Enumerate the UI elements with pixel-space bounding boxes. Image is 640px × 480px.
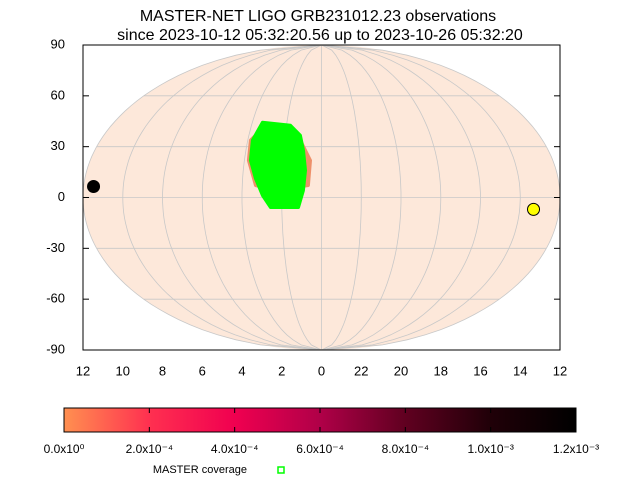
x-tick-label: 6: [199, 363, 206, 378]
chart-title: MASTER-NET LIGO GRB231012.23 observation…: [140, 8, 496, 25]
legend-swatch: [277, 466, 285, 474]
marker: [87, 179, 101, 193]
y-tick-label: -30: [46, 240, 65, 255]
marker: [527, 202, 541, 216]
x-tick-label: 12: [76, 363, 90, 378]
colorbar-tick-label: 2.0x10⁻⁴: [126, 442, 174, 456]
colorbar-tick-label: 4.0x10⁻⁴: [211, 442, 259, 456]
x-tick-label: 12: [553, 363, 567, 378]
x-tick-label: 0: [318, 363, 325, 378]
colorbar-tick-label: 0.0x10⁰: [44, 442, 85, 456]
y-tick-label: 60: [51, 87, 65, 102]
colorbar-tick-label: 8.0x10⁻⁴: [382, 442, 430, 456]
x-tick-label: 2: [278, 363, 285, 378]
x-tick-label: 18: [434, 363, 448, 378]
y-tick-label: -60: [46, 291, 65, 306]
legend-label: MASTER coverage: [153, 464, 247, 476]
x-tick-label: 10: [116, 363, 130, 378]
x-tick-label: 8: [159, 363, 166, 378]
x-tick-label: 20: [394, 363, 408, 378]
colorbar-tick-label: 1.2x10⁻³: [553, 442, 599, 456]
colorbar-tick-label: 1.0x10⁻³: [467, 442, 513, 456]
x-tick-label: 14: [513, 363, 527, 378]
y-tick-label: -90: [46, 341, 65, 356]
y-tick-label: 0: [58, 189, 65, 204]
y-tick-label: 90: [51, 36, 65, 51]
colorbar-tick-label: 6.0x10⁻⁴: [296, 442, 344, 456]
chart-subtitle: since 2023-10-12 05:32:20.56 up to 2023-…: [117, 27, 523, 44]
y-tick-label: 30: [51, 138, 65, 153]
coverage: [248, 120, 307, 209]
x-tick-label: 4: [238, 363, 245, 378]
x-tick-label: 22: [354, 363, 368, 378]
x-tick-label: 16: [473, 363, 487, 378]
